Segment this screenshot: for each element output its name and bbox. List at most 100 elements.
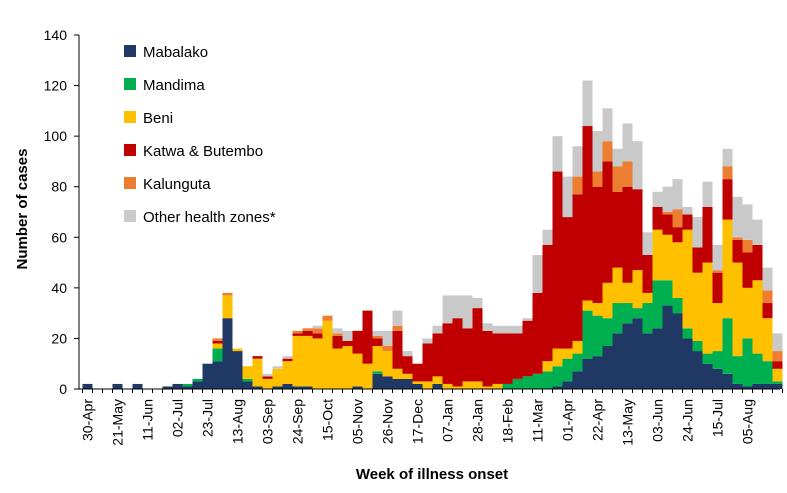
legend-swatch-3 <box>124 144 136 156</box>
legend-swatch-2 <box>124 111 136 123</box>
bar-segment-36-5 <box>442 295 453 324</box>
bar-segment-19-2 <box>272 368 283 387</box>
bar-segment-58-4 <box>662 212 673 215</box>
bar-segment-61-2 <box>692 272 703 341</box>
bar-segment-41-5 <box>492 325 503 334</box>
bar-segment-43-1 <box>512 378 523 389</box>
bar-segment-9-0 <box>172 383 183 389</box>
y-tick-label: 80 <box>51 179 67 195</box>
bar-segment-38-5 <box>462 295 473 329</box>
bar-segment-21-0 <box>292 386 303 389</box>
bar-segment-21-2 <box>292 335 303 387</box>
bar-segment-52-2 <box>602 282 613 319</box>
x-tick-label: 18-Feb <box>500 399 516 444</box>
y-tick-label: 40 <box>51 280 67 296</box>
bar-segment-25-4 <box>332 333 343 336</box>
bar-segment-16-0 <box>242 381 253 389</box>
legend-label-1: Mandima <box>143 77 205 94</box>
bar-segment-54-5 <box>622 123 633 162</box>
bar-segment-64-2 <box>722 219 733 319</box>
bar-segment-62-5 <box>702 181 713 207</box>
x-tick-label: 03-Sep <box>260 399 276 444</box>
bar-segment-68-4 <box>762 290 773 304</box>
bar-segment-56-2 <box>642 292 653 304</box>
bar-segment-20-3 <box>282 358 293 362</box>
bar-segment-59-1 <box>672 297 683 314</box>
bar-segment-52-1 <box>602 318 613 347</box>
bar-segment-56-1 <box>642 303 653 334</box>
bar-segment-55-0 <box>632 318 643 389</box>
bar-segment-25-5 <box>332 328 343 334</box>
bar-segment-38-3 <box>462 328 473 382</box>
bar-segment-51-3 <box>592 186 603 304</box>
bar-segment-45-3 <box>532 292 543 374</box>
bar-segment-66-4 <box>742 239 753 253</box>
bar-segment-62-2 <box>702 262 713 354</box>
bar-segment-20-0 <box>282 383 293 389</box>
bar-segment-8-0 <box>162 386 173 389</box>
bar-segment-10-0 <box>182 386 193 389</box>
x-tick-label: 23-Jul <box>200 399 216 437</box>
bar-segment-54-2 <box>622 282 633 304</box>
bar-segment-15-2 <box>232 348 243 352</box>
bar-segment-65-2 <box>732 262 743 357</box>
legend-label-4: Kalunguta <box>143 176 211 193</box>
bar-segment-63-5 <box>712 244 723 271</box>
bar-segment-52-3 <box>602 161 613 283</box>
bar-segment-29-4 <box>372 335 383 339</box>
bar-segment-32-2 <box>402 373 413 379</box>
bar-segment-61-0 <box>692 351 703 389</box>
bar-segment-0-0 <box>82 383 93 389</box>
bar-segment-53-2 <box>612 267 623 304</box>
x-tick-label: 21-May <box>110 399 126 446</box>
x-tick-label: 26-Nov <box>380 399 396 444</box>
y-ticks: 0 20 40 60 80 100 120 140 <box>44 27 79 397</box>
y-tick-label: 60 <box>51 229 67 245</box>
bar-segment-64-0 <box>722 373 733 389</box>
bar-segment-64-1 <box>722 318 733 374</box>
bar-segment-49-1 <box>572 353 583 372</box>
bar-segment-52-0 <box>602 346 613 389</box>
x-ticks: 30-Apr 21-May 11-Jun 02-Jul 23-Jul 13-Aug 03-S… <box>80 389 783 446</box>
bar-segment-30-2 <box>382 351 393 377</box>
bar-segment-19-0 <box>272 386 283 389</box>
bar-segment-26-2 <box>342 346 353 389</box>
bar-segment-36-3 <box>442 323 453 384</box>
bar-segment-63-1 <box>712 351 723 369</box>
bar-segment-35-2 <box>432 376 443 384</box>
bar-segment-3-0 <box>112 383 123 389</box>
bar-segment-30-4 <box>382 346 393 352</box>
bar-segment-25-3 <box>332 335 343 349</box>
bar-segment-30-5 <box>382 330 393 347</box>
bar-segment-66-2 <box>742 287 753 339</box>
bar-segment-29-0 <box>372 373 383 389</box>
bar-segment-38-2 <box>462 381 473 389</box>
x-tick-label: 24-Jun <box>680 399 696 442</box>
bar-segment-17-3 <box>252 356 263 359</box>
bar-segment-28-3 <box>362 310 373 364</box>
bar-segment-47-5 <box>552 136 563 172</box>
bar-segment-22-2 <box>302 335 313 387</box>
bar-segment-28-2 <box>362 363 373 389</box>
x-tick-label: 11-Jun <box>140 399 156 441</box>
bar-segment-59-0 <box>672 313 683 389</box>
bar-segment-24-2 <box>322 320 333 389</box>
bar-segment-49-0 <box>572 371 583 389</box>
bar-segment-52-5 <box>602 108 613 142</box>
bar-segment-53-3 <box>612 191 623 268</box>
bar-segment-69-0 <box>772 383 783 389</box>
legend-swatch-4 <box>124 177 136 189</box>
bar-segment-62-3 <box>702 206 713 263</box>
bar-segment-31-4 <box>392 325 403 331</box>
bar-segment-29-2 <box>372 346 383 372</box>
bar-segment-47-0 <box>552 386 563 389</box>
bar-segment-50-0 <box>582 358 593 389</box>
bar-segment-19-5 <box>272 366 283 369</box>
x-tick-label: 15-Jul <box>710 399 726 437</box>
x-tick-label: 15-Oct <box>320 399 336 441</box>
bar-segment-27-3 <box>352 330 363 354</box>
bar-segment-64-4 <box>722 166 733 180</box>
bar-segment-22-4 <box>302 328 313 331</box>
bar-segment-42-5 <box>502 325 513 334</box>
